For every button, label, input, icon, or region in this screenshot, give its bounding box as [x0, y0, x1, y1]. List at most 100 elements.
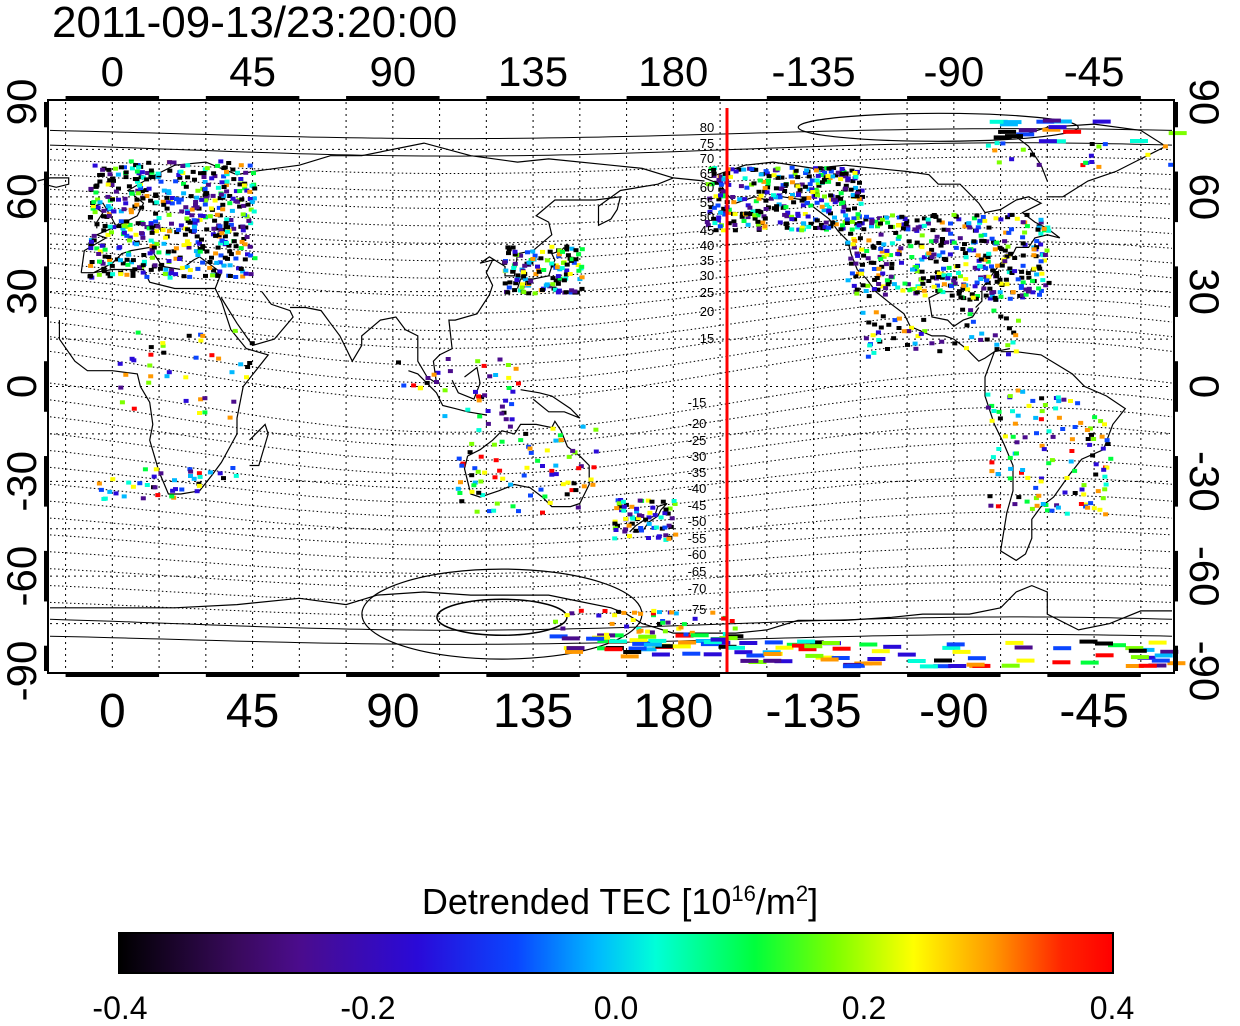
tec-cell [557, 276, 563, 281]
tec-cell [135, 179, 140, 184]
contour-labels: 8075706560555045403530252015-15-20-25-30… [688, 120, 715, 617]
tec-cell [251, 171, 256, 176]
tec-cell [865, 283, 871, 288]
tec-cell [888, 274, 894, 279]
tec-cell [92, 163, 98, 168]
tec-cell [544, 282, 550, 287]
tec-cell [215, 163, 221, 168]
tec-cell [243, 271, 249, 276]
tec-cell [731, 219, 737, 224]
tec-cell [97, 249, 103, 254]
tec-cell [763, 207, 769, 211]
tec-cell [1009, 227, 1014, 232]
tec-cell [514, 278, 520, 283]
tec-cell [396, 360, 401, 365]
tec-cell [658, 515, 664, 520]
tec-cell [133, 163, 139, 168]
tec-cell [744, 185, 750, 190]
tec-cell [814, 189, 820, 194]
tec-cell [244, 188, 250, 193]
tec-cell [134, 197, 140, 202]
tec-cell [835, 170, 841, 175]
tec-cell [121, 230, 127, 235]
tec-cell [105, 182, 111, 187]
tec-cell [638, 647, 657, 652]
frame-tick-bars [44, 96, 1178, 677]
tec-cell [761, 214, 767, 219]
tec-cell [939, 275, 945, 280]
tec-cell [814, 218, 820, 223]
tec-cell [243, 225, 249, 230]
tec-cell [995, 263, 1001, 268]
tec-cell [1034, 272, 1040, 277]
tec-cell [217, 260, 223, 265]
tec-cell [247, 189, 253, 194]
tec-cell [1016, 132, 1035, 137]
tec-cell [763, 658, 782, 663]
contour-label: 35 [700, 253, 714, 268]
tec-cell [579, 247, 585, 252]
tec-cell [198, 397, 204, 402]
tec-cell [1151, 658, 1170, 663]
tec-cell [252, 256, 258, 261]
tec-cell [790, 193, 795, 197]
frame-bar [1047, 672, 1141, 677]
tec-cell [994, 240, 1000, 245]
tec-cell [215, 226, 221, 231]
tec-cell [202, 180, 208, 184]
tec-cell [914, 218, 920, 223]
tec-cell [722, 632, 728, 636]
tec-cell [906, 329, 912, 334]
tec-cell [209, 353, 215, 358]
tec-cell [726, 182, 732, 187]
tec-cell [663, 537, 669, 542]
tec-cell [1013, 349, 1019, 354]
tec-cell [445, 357, 451, 361]
tec-cell [859, 268, 865, 273]
coastline [629, 502, 668, 533]
tec-cell [933, 238, 939, 243]
tec-cell [200, 214, 206, 218]
tec-cell [526, 260, 532, 265]
tec-cell [926, 251, 932, 256]
tec-cell [558, 438, 564, 442]
tec-cell [921, 288, 927, 293]
tec-cell [1130, 139, 1148, 143]
tec-cell [978, 337, 984, 342]
tec-cell [1033, 496, 1039, 501]
top-lon-label: -90 [923, 48, 984, 95]
tec-cell [569, 246, 575, 251]
tec-cell [229, 208, 235, 213]
tec-cell [942, 645, 961, 650]
tec-cell [499, 411, 505, 416]
tec-cell [513, 281, 519, 286]
tec-cell [952, 281, 958, 286]
tec-cell [814, 200, 820, 205]
tec-cell [869, 219, 875, 223]
tec-cell [977, 264, 983, 269]
tec-cell [861, 253, 867, 258]
tec-cell [985, 143, 991, 148]
left-lat-label: 30 [0, 268, 45, 315]
tec-cell [1045, 508, 1050, 513]
tec-cell [214, 212, 220, 217]
tec-cell [231, 226, 237, 231]
tec-cell [507, 280, 513, 285]
tec-cell [805, 653, 824, 658]
tec-cell [867, 343, 873, 348]
tec-cell [878, 221, 883, 226]
tec-cell [739, 214, 745, 219]
tec-cell [645, 629, 651, 634]
tec-cell [1038, 417, 1044, 422]
tec-cell [727, 645, 745, 650]
tec-cell [981, 286, 987, 291]
top-lon-label: 180 [638, 48, 708, 95]
tec-cell [936, 253, 942, 258]
tec-cell [889, 266, 895, 271]
tec-cell [1034, 239, 1040, 244]
tec-cell [1016, 658, 1035, 663]
tec-cell [1035, 227, 1041, 232]
tec-cell [237, 204, 243, 209]
tec-cell [140, 222, 146, 226]
tec-cell [764, 640, 783, 645]
